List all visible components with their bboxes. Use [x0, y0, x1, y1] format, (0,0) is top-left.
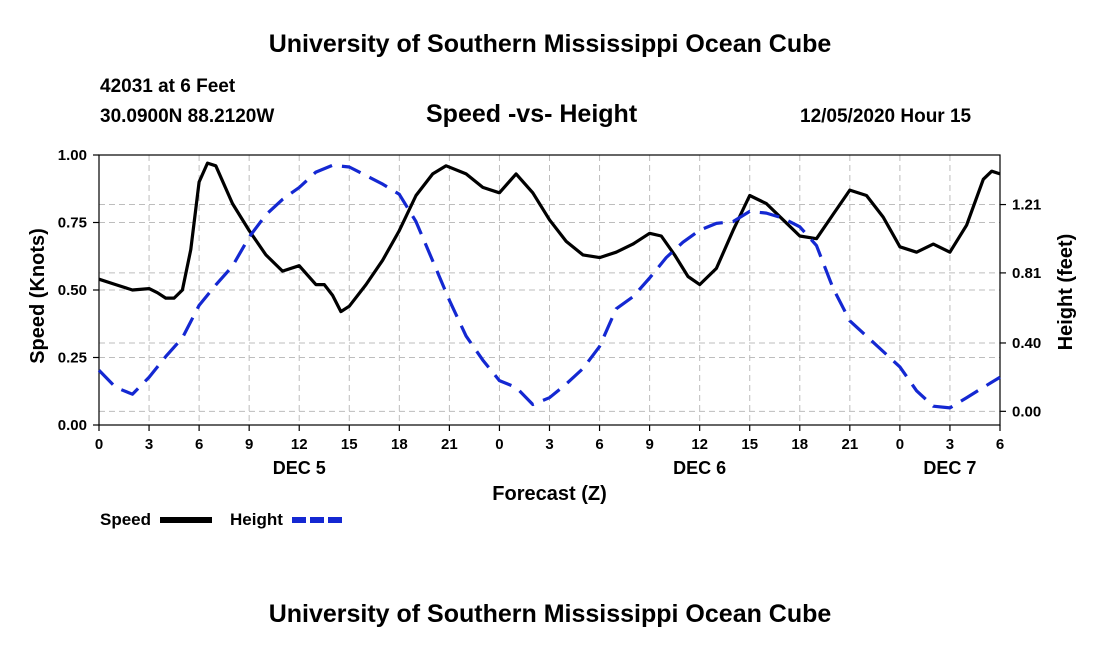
location-label: 30.0900N 88.2120W — [100, 106, 275, 127]
x-tick-label: 9 — [645, 436, 653, 453]
x-tick-label: 18 — [391, 436, 408, 453]
x-tick-label: 9 — [245, 436, 253, 453]
chart-subtitle: Speed -vs- Height — [426, 100, 638, 128]
y-right-tick-label: 0.00 — [1012, 403, 1041, 420]
x-axis-title: Forecast (Z) — [492, 483, 606, 505]
x-tick-label: 0 — [896, 436, 904, 453]
y-left-axis-title: Speed (Knots) — [27, 228, 49, 364]
x-tick-label: 21 — [441, 436, 458, 453]
y-right-tick-label: 0.81 — [1012, 265, 1041, 282]
x-tick-label: 21 — [841, 436, 858, 453]
x-tick-label: 18 — [791, 436, 808, 453]
y-left-tick-label: 0.00 — [58, 417, 87, 434]
x-tick-label: 3 — [145, 436, 153, 453]
x-tick-label: 6 — [996, 436, 1004, 453]
y-left-tick-label: 1.00 — [58, 147, 87, 164]
y-right-tick-label: 0.40 — [1012, 335, 1041, 352]
x-day-label: DEC 6 — [673, 458, 726, 478]
y-right-tick-label: 1.21 — [1012, 197, 1041, 214]
footer-title: University of Southern Mississippi Ocean… — [268, 600, 832, 628]
y-right-axis-title: Height (feet) — [1055, 234, 1077, 351]
datetime-label: 12/05/2020 Hour 15 — [800, 106, 972, 127]
series-line-speed — [98, 161, 1001, 314]
x-tick-label: 0 — [495, 436, 503, 453]
y-left-tick-label: 0.75 — [58, 215, 87, 232]
x-tick-label: 15 — [341, 436, 358, 453]
x-tick-label: 6 — [595, 436, 603, 453]
y-left-tick-label: 0.50 — [58, 282, 87, 299]
station-label: 42031 at 6 Feet — [100, 76, 236, 97]
chart-title: University of Southern Mississippi Ocean… — [268, 30, 832, 58]
x-tick-label: 3 — [545, 436, 553, 453]
x-tick-label: 15 — [741, 436, 758, 453]
x-day-label: DEC 7 — [923, 458, 976, 478]
series-line-height — [97, 163, 1001, 410]
y-left-tick-label: 0.25 — [58, 350, 87, 367]
x-tick-label: 0 — [95, 436, 103, 453]
x-tick-label: 12 — [691, 436, 708, 453]
x-tick-label: 12 — [291, 436, 308, 453]
legend-label-speed: Speed — [100, 510, 151, 529]
x-day-label: DEC 5 — [273, 458, 326, 478]
x-tick-label: 3 — [946, 436, 954, 453]
legend-label-height: Height — [230, 510, 283, 529]
x-tick-label: 6 — [195, 436, 203, 453]
